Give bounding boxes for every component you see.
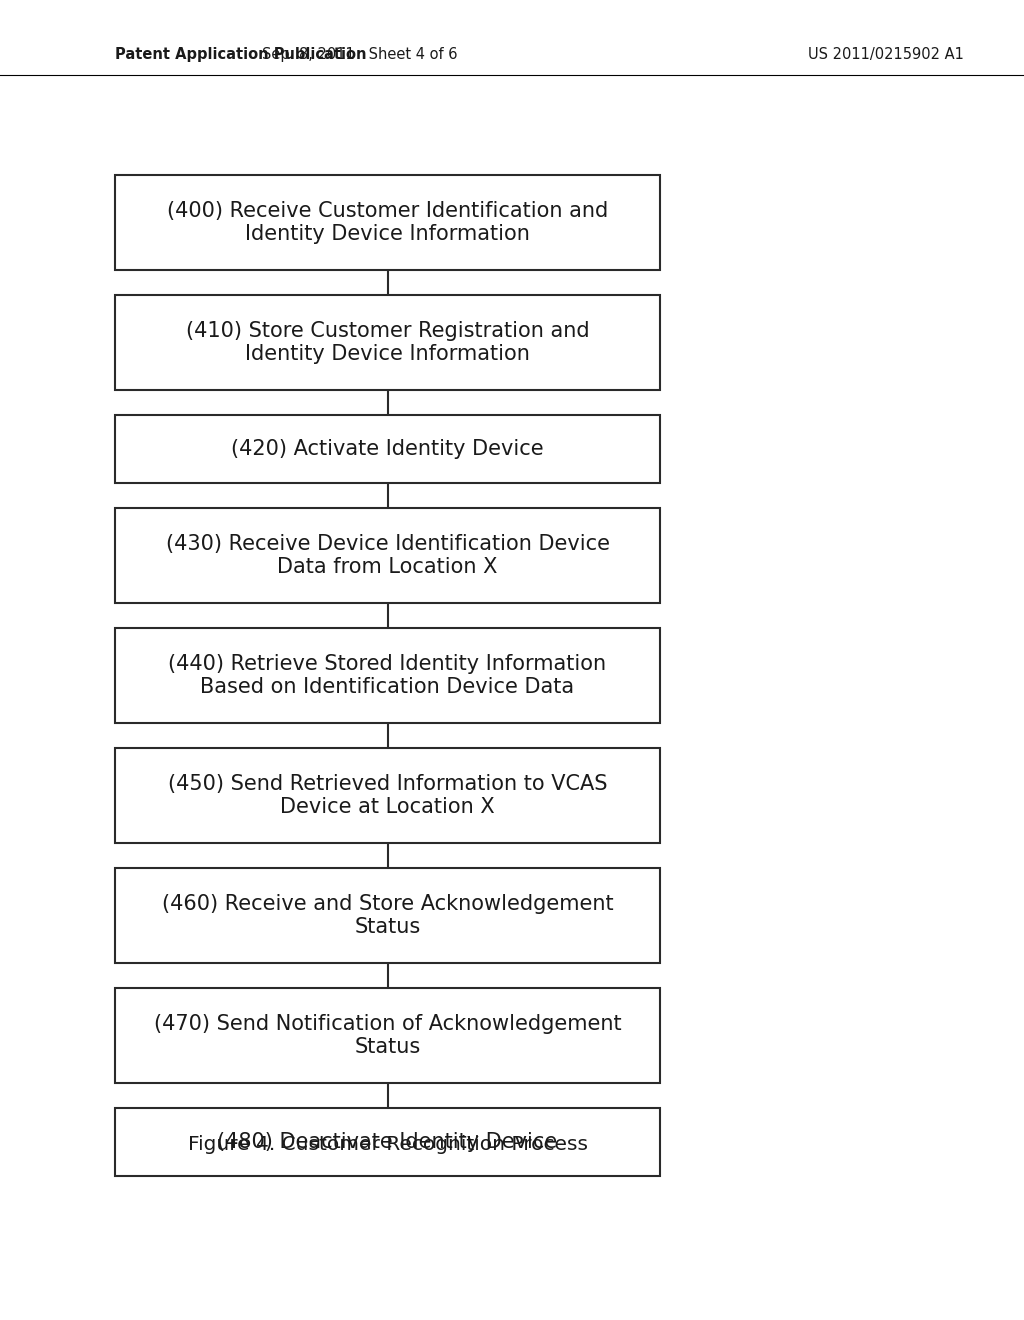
Text: (400) Receive Customer Identification and
Identity Device Information: (400) Receive Customer Identification an… (167, 201, 608, 244)
Bar (115, 508, 660, 603)
Text: (410) Store Customer Registration and
Identity Device Information: (410) Store Customer Registration and Id… (185, 321, 590, 364)
Bar (115, 176, 660, 271)
Text: (440) Retrieve Stored Identity Information
Based on Identification Device Data: (440) Retrieve Stored Identity Informati… (168, 653, 606, 697)
Text: (420) Activate Identity Device: (420) Activate Identity Device (231, 440, 544, 459)
Bar (115, 294, 660, 389)
Bar (115, 987, 660, 1082)
Text: (450) Send Retrieved Information to VCAS
Device at Location X: (450) Send Retrieved Information to VCAS… (168, 774, 607, 817)
Text: (430) Receive Device Identification Device
Data from Location X: (430) Receive Device Identification Devi… (166, 533, 609, 577)
Bar (115, 869, 660, 964)
Text: US 2011/0215902 A1: US 2011/0215902 A1 (808, 48, 964, 62)
Bar (115, 1107, 660, 1176)
Bar (115, 414, 660, 483)
Text: (480) Deactivate Identity Device: (480) Deactivate Identity Device (217, 1133, 558, 1152)
Bar (115, 628, 660, 723)
Text: Sep. 8, 2011   Sheet 4 of 6: Sep. 8, 2011 Sheet 4 of 6 (262, 48, 458, 62)
Bar (115, 748, 660, 843)
Text: (470) Send Notification of Acknowledgement
Status: (470) Send Notification of Acknowledgeme… (154, 1014, 622, 1057)
Text: (460) Receive and Store Acknowledgement
Status: (460) Receive and Store Acknowledgement … (162, 894, 613, 937)
Text: Patent Application Publication: Patent Application Publication (115, 48, 367, 62)
Text: Figure 4. Customer Recognition Process: Figure 4. Customer Recognition Process (187, 1135, 588, 1155)
